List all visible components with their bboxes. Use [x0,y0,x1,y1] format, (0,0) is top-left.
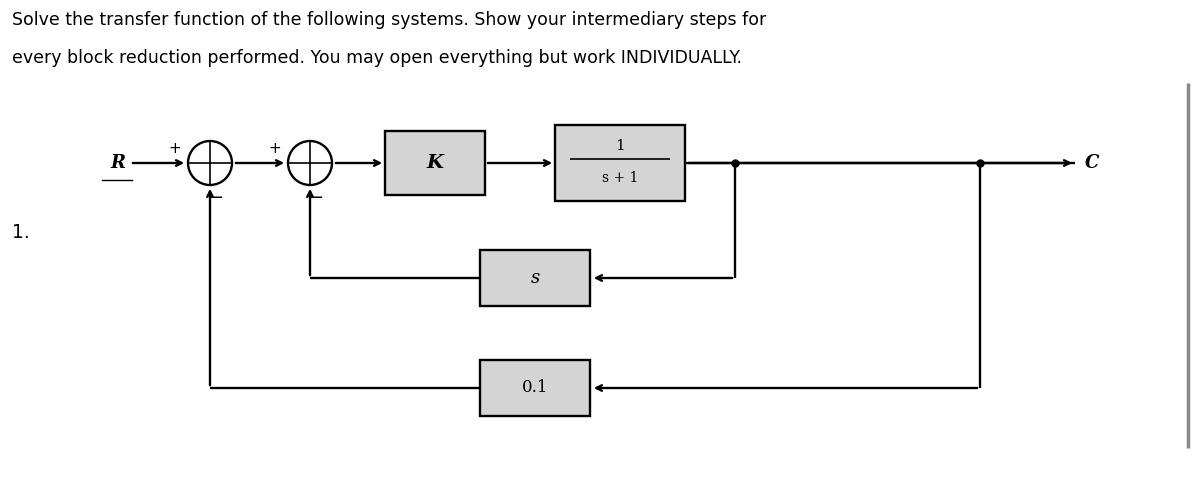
Bar [385,131,485,195]
Text: s + 1: s + 1 [602,171,638,185]
Text: −: − [209,189,223,207]
Text: K: K [426,154,444,172]
Text: 0.1: 0.1 [522,380,548,396]
Bar [480,250,590,306]
Text: +: + [168,141,181,156]
Bar [554,125,685,201]
Text: +: + [269,141,281,156]
Text: 1: 1 [616,139,625,153]
Text: R: R [110,154,125,172]
Text: C: C [1085,154,1099,172]
Text: −: − [308,189,324,207]
Text: every block reduction performed. You may open everything but work INDIVIDUALLY.: every block reduction performed. You may… [12,49,742,67]
Bar [480,360,590,416]
Text: s: s [530,269,540,287]
Text: 1.: 1. [12,223,30,243]
Text: Solve the transfer function of the following systems. Show your intermediary ste: Solve the transfer function of the follo… [12,11,767,29]
